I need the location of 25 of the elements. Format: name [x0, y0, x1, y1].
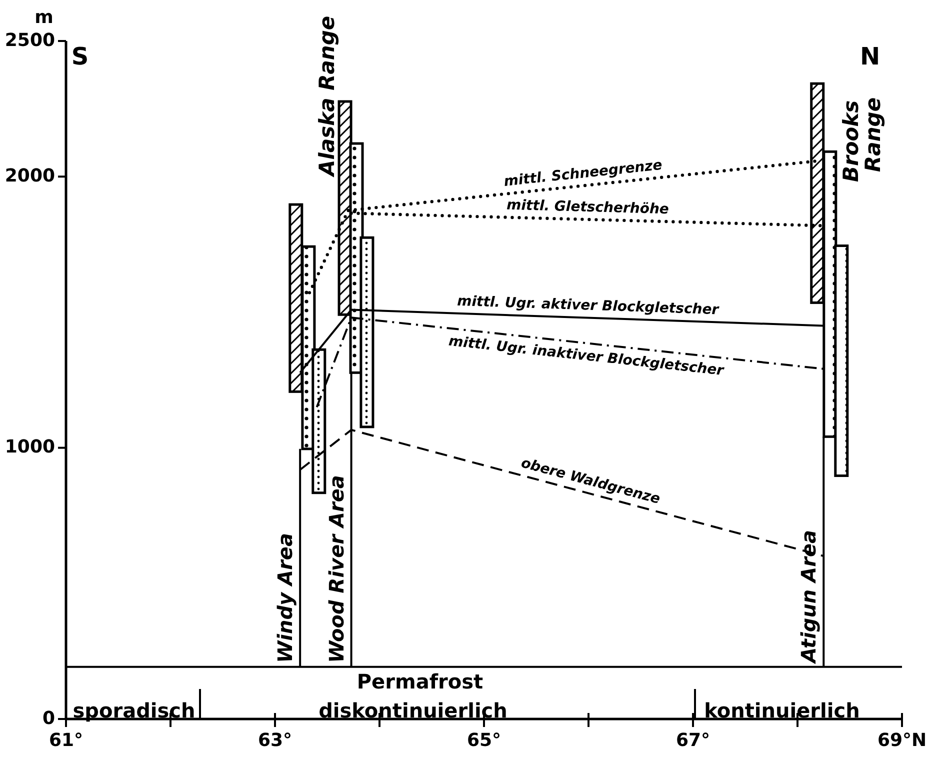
series-label: mittl. Ugr. aktiver Blockgletscher: [456, 293, 720, 318]
x-tick-label: 67°: [676, 730, 710, 751]
series-label: mittl. Gletscherhöhe: [506, 197, 670, 218]
y-tick-label: 2500: [4, 30, 55, 51]
annotation: Brooks Range: [839, 97, 885, 182]
annotation: kontinuierlich: [704, 698, 860, 722]
ref-line-label: Atigun Area: [796, 530, 821, 665]
text: mittl. Ugr. inaktiver Blockgletscher: [448, 333, 726, 380]
annotation: sporadisch: [72, 698, 196, 722]
x-tick-label: 63°: [258, 730, 292, 751]
x-tick-label: 61°: [48, 730, 84, 751]
y-axis-title: m: [34, 7, 54, 28]
y-tick-label: 1000: [4, 436, 55, 458]
ref-line-label: Wood River Area: [324, 475, 348, 663]
x-tick-label: 69°N: [877, 730, 927, 751]
ref-line-label: Windy Area: [273, 533, 298, 663]
annotation: N: [860, 42, 880, 71]
y-tick-label: 0: [42, 708, 55, 729]
annotation: Alaska Range: [315, 16, 339, 178]
annotation: diskontinuierlich: [318, 698, 508, 722]
annotation: Permafrost: [356, 669, 484, 694]
x-tick-label: 65°: [466, 730, 502, 751]
text: mittl. Schneegrenze: [503, 157, 664, 190]
annotation: S: [71, 42, 89, 71]
y-tick-label: 2000: [4, 166, 55, 187]
